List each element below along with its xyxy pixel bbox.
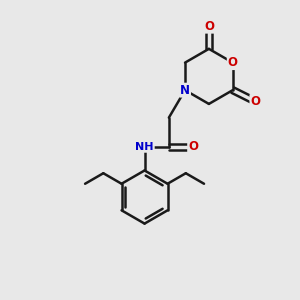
Text: O: O [204, 20, 214, 33]
Text: O: O [250, 95, 260, 108]
Text: N: N [180, 84, 190, 97]
Text: NH: NH [135, 142, 154, 152]
Text: O: O [188, 140, 198, 153]
Text: O: O [228, 56, 238, 69]
